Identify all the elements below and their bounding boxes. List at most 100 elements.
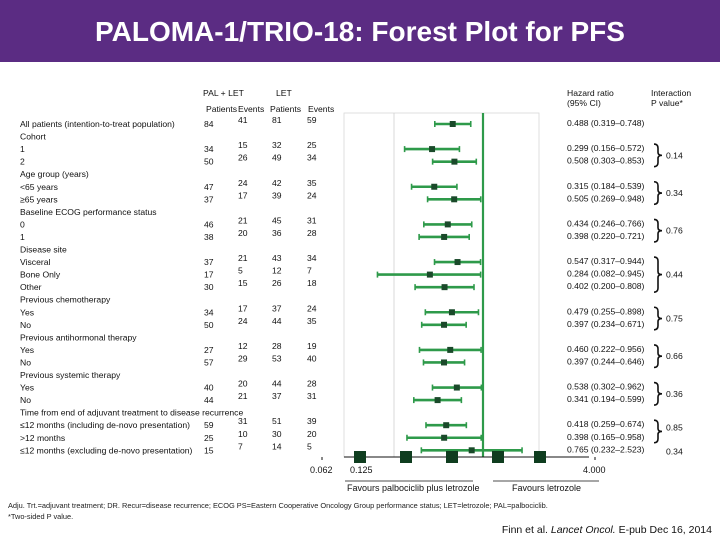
axis-marker [492,451,504,463]
subgroup-row: No 50 24 44 35 0.397 (0.234–0.671) [20,316,645,330]
patients-arm1: 27 [204,345,214,355]
events-arm1: 26 [238,153,248,163]
row-label: Previous systemic therapy [20,370,121,380]
events-arm1: 24 [238,178,248,188]
group-brace [653,180,663,206]
events-arm2: 5 [307,441,312,451]
title-bar: PALOMA-1/TRIO-18: Forest Plot for PFS [0,0,720,62]
row-label: Other [20,282,42,292]
row-label: ≥65 years [20,194,58,204]
patients-arm1: 44 [204,395,214,405]
row-label: Visceral [20,257,51,267]
subgroup-row: Bone Only 17 5 12 7 0.284 (0.082–0.945) [20,266,645,280]
patients-arm2: 42 [272,178,282,188]
row-label: No [20,395,31,405]
subgroup-header-row: Previous antihormonal therapy [20,332,137,342]
header-events1: Events [238,104,264,114]
patients-arm2: 43 [272,253,282,263]
patients-arm2: 36 [272,228,282,238]
row-label: ≤12 months (excluding de-novo presentati… [20,445,193,455]
header-arm1: PAL + LET [203,88,245,98]
hazard-ratio-ci-text: 0.538 (0.302–0.962) [567,382,645,392]
column-headers: PAL + LET LET Patients Events Patients E… [203,88,691,114]
events-arm1: 21 [238,253,248,263]
header-interaction: Interaction [651,88,691,98]
subgroup-row: 1 38 20 36 28 0.398 (0.220–0.721) [20,228,645,242]
hazard-ratio-point [451,196,458,203]
hazard-ratio-point [444,221,451,228]
patients-arm1: 25 [204,433,214,443]
patients-arm2: 44 [272,379,282,389]
events-arm2: 35 [307,178,317,188]
interaction-pvalue: 0.34 [666,446,683,456]
subgroup-row: >12 months 25 10 30 20 0.398 (0.165–0.958) [20,429,645,443]
hazard-ratio-point [443,422,450,429]
events-arm2: 39 [307,416,317,426]
hazard-ratio-ci-text: 0.315 (0.184–0.539) [567,181,645,191]
interaction-pvalue: 0.85 [666,422,683,432]
events-arm1: 12 [238,341,248,351]
interaction-pvalue: 0.34 [666,188,683,198]
events-arm1: 5 [238,266,243,276]
subgroup-row: 1 34 15 32 25 0.299 (0.156–0.572) [20,140,645,154]
hazard-ratio-ci-text: 0.508 (0.303–0.853) [567,156,645,166]
subgroup-row: 2 50 26 49 34 0.508 (0.303–0.853) [20,153,645,167]
subgroup-header-row: Time from end of adjuvant treatment to d… [20,408,243,418]
hazard-ratio-point [431,183,438,190]
subgroup-row: Other 30 15 26 18 0.402 (0.200–0.808) [20,278,645,292]
patients-arm2: 28 [272,341,282,351]
hazard-ratio-point [441,434,448,441]
axis-marker [534,451,546,463]
header-hr: Hazard ratio [567,88,614,98]
hazard-ratio-point [434,397,441,404]
row-label: Bone Only [20,270,61,280]
row-label: Previous antihormonal therapy [20,332,137,342]
citation-journal: Lancet Oncol. [550,524,616,536]
patients-arm2: 32 [272,140,282,150]
subgroup-row: <65 years 47 24 42 35 0.315 (0.184–0.539) [20,178,645,192]
row-label: 0 [20,219,25,229]
events-arm2: 28 [307,228,317,238]
events-arm2: 19 [307,341,317,351]
hazard-ratio-ci-text: 0.398 (0.220–0.721) [567,231,645,241]
events-arm2: 18 [307,278,317,288]
hazard-ratio-ci-text: 0.398 (0.165–0.958) [567,432,645,442]
patients-arm2: 37 [272,303,282,313]
patients-arm1: 57 [204,357,214,367]
row-label: >12 months [20,433,65,443]
events-arm2: 31 [307,391,317,401]
hazard-ratio-point [441,233,448,240]
events-arm2: 25 [307,140,317,150]
subgroup-row: Visceral 37 21 43 34 0.547 (0.317–0.944) [20,253,645,267]
patients-arm1: 30 [204,282,214,292]
group-brace [653,143,663,168]
patients-arm1: 15 [204,445,214,455]
events-arm1: 29 [238,353,248,363]
events-arm2: 24 [307,303,317,313]
interaction-pvalue: 0.66 [666,351,683,361]
patients-arm2: 81 [272,115,282,125]
events-arm1: 17 [238,303,248,313]
interaction-pvalue: 0.14 [666,150,683,160]
events-arm2: 7 [307,266,312,276]
patients-arm2: 45 [272,215,282,225]
x-tick-label: 4.000 [583,465,606,475]
marks-layer [376,121,523,454]
row-label: ≤12 months (including de-novo presentati… [20,420,190,430]
header-ci: (95% CI) [567,98,601,108]
patients-arm2: 37 [272,391,282,401]
citation-date: E-pub Dec 16, 2014 [615,524,712,536]
patients-arm2: 14 [272,441,282,451]
patients-arm2: 44 [272,316,282,326]
hazard-ratio-point [426,271,433,278]
interaction-pvalue: 0.44 [666,270,683,280]
events-arm2: 34 [307,153,317,163]
group-brace [653,419,663,444]
hazard-ratio-point [441,321,448,328]
subgroup-header-row: Previous chemotherapy [20,295,111,305]
patients-arm2: 49 [272,153,282,163]
interaction-pvalue-layer: 0.14 0.34 0.76 0.44 0.75 0.66 0.36 0.85 0.34 [653,143,683,456]
axis-left-label: Favours palbociclib plus letrozole [347,483,480,493]
patients-arm1: 50 [204,157,214,167]
patients-arm1: 38 [204,232,214,242]
